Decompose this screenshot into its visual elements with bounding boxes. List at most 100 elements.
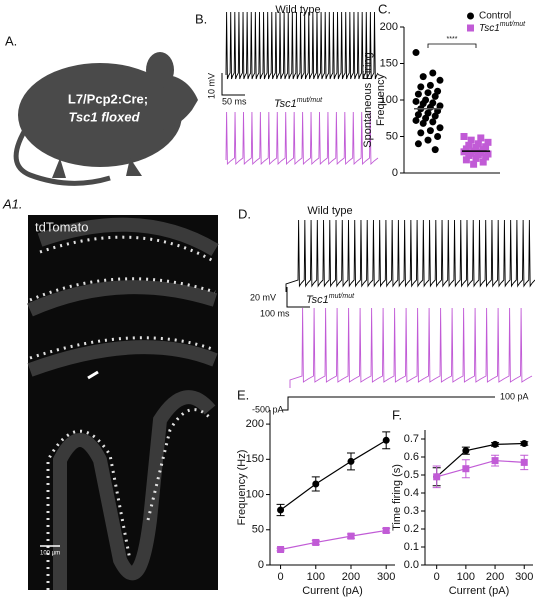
legend-marker [467, 24, 474, 32]
y-tick-label: 0 [392, 167, 398, 179]
scale-label: 100 ms [260, 308, 290, 318]
x-tick-label: 100 [457, 571, 475, 583]
significance-label: **** [447, 36, 458, 43]
panel-label: D. [238, 206, 251, 221]
marker [520, 440, 528, 447]
significance-bracket [427, 43, 477, 48]
trace [225, 111, 379, 166]
stain-label: tdTomato [35, 219, 88, 234]
marker [382, 436, 390, 444]
marker [484, 138, 492, 146]
marker [462, 447, 470, 455]
marker [436, 76, 444, 84]
y-tick-label: 0.5 [404, 469, 419, 481]
y-tick-label: 0.0 [404, 559, 419, 571]
panel-label: A1. [2, 196, 23, 211]
marker [482, 153, 490, 161]
y-tick-label: 50 [252, 524, 264, 536]
marker [312, 480, 320, 488]
y-tick-label: 0.4 [404, 487, 419, 499]
marker [277, 506, 285, 514]
y-tick-label: 0.6 [404, 451, 419, 463]
series-line [436, 442, 525, 478]
marker [431, 146, 439, 154]
scale-bar [221, 73, 245, 96]
legend-marker [467, 12, 474, 20]
y-axis-label: Frequency (Hz) [236, 450, 248, 526]
y-tick-label: 0.2 [404, 523, 419, 535]
x-axis-label: Current (pA) [449, 585, 510, 597]
marker [470, 160, 478, 168]
command-trace [282, 396, 495, 411]
marker [412, 49, 420, 57]
x-tick-label: 300 [377, 571, 395, 583]
marker [431, 92, 439, 100]
x-axis-label: Current (pA) [302, 585, 363, 597]
marker [417, 83, 425, 91]
scale-label: 100 µm [40, 551, 60, 557]
panel-label: A. [5, 33, 17, 48]
marker [429, 118, 437, 126]
marker [436, 124, 444, 132]
scale-label: 10 mV [206, 73, 216, 99]
marker [479, 158, 487, 166]
marker [491, 457, 499, 465]
marker [412, 97, 420, 105]
marker [277, 546, 285, 553]
command-label: 100 pA [500, 391, 529, 401]
marker [520, 458, 528, 466]
y-tick-label: 150 [246, 453, 264, 465]
x-tick-label: 0 [278, 571, 284, 583]
mouse-text: L7/Pcp2:Cre; [68, 91, 148, 106]
y-tick-label: 0.1 [404, 541, 419, 553]
command-label: -500 pA [252, 404, 284, 414]
marker [465, 151, 473, 159]
y-tick-label: 150 [380, 57, 398, 69]
marker [419, 73, 427, 81]
marker [467, 136, 475, 144]
marker [419, 119, 427, 127]
trace [225, 11, 379, 80]
series-line [280, 439, 387, 511]
marker [414, 90, 422, 98]
marker [347, 457, 355, 465]
marker [426, 127, 434, 135]
mouse-illustration [13, 52, 198, 186]
marker [472, 154, 480, 162]
marker [426, 81, 434, 89]
y-tick-label: 200 [246, 418, 264, 430]
marker [462, 465, 470, 473]
marker [414, 140, 422, 148]
y-axis-label: Spontaneous Firing [362, 52, 374, 147]
arrow [87, 370, 99, 380]
marker [474, 151, 482, 159]
marker [429, 69, 437, 77]
y-tick-label: 0 [258, 559, 264, 571]
panel-label: C. [378, 1, 391, 16]
trace-label: Wild type [307, 205, 352, 217]
marker [460, 133, 468, 140]
marker [431, 112, 439, 120]
marker [424, 89, 432, 97]
y-tick-label: 0.7 [404, 433, 419, 445]
legend-label: Tsc1mut/mut [479, 21, 526, 34]
y-tick-label: 50 [386, 130, 398, 142]
x-tick-label: 100 [307, 571, 325, 583]
legend-label: Control [479, 11, 511, 22]
x-tick-label: 200 [486, 571, 504, 583]
x-tick-label: 200 [342, 571, 360, 583]
marker [312, 538, 320, 546]
y-axis-label: Time firing (s) [391, 464, 403, 531]
marker [347, 532, 355, 540]
marker [434, 133, 442, 140]
trace-label: Tsc1mut/mut [274, 97, 323, 110]
series-line [280, 529, 387, 551]
marker [474, 140, 482, 148]
y-tick-label: 0.3 [404, 505, 419, 517]
y-axis-label: Frequency [375, 74, 387, 126]
x-tick-label: 0 [434, 571, 440, 583]
marker [414, 111, 422, 119]
trace-label: Wild type [275, 4, 320, 16]
marker [491, 440, 499, 448]
